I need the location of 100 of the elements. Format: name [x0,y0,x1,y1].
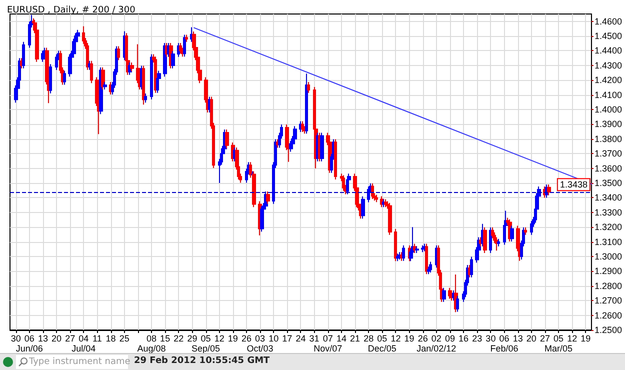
x-tick-label: 19 [404,334,414,344]
y-tick-label: 1.2900 [594,266,622,276]
x-tick-label: 05 [554,334,564,344]
candlestick [181,47,184,58]
x-tick-label: 08 [146,334,156,344]
candlestick [293,126,297,142]
candlestick [103,82,107,90]
candlestick [88,60,91,70]
y-tick-label: 1.3300 [594,207,622,218]
candlestick [442,287,446,302]
candlestick [179,42,182,54]
text: 29 Feb 2012 10:55:45 GMT [134,356,270,366]
candlestick [276,138,279,148]
y-tick-label: 1.4100 [594,90,622,100]
candlestick [448,287,452,300]
y-tick-label: 1.4400 [594,46,622,56]
candlestick [130,62,134,72]
ref-line-label: 1.3438 [560,180,588,190]
y-tick-label: 1.3400 [594,192,622,203]
x-tick-label: 19 [228,334,238,344]
candlestick [400,252,403,262]
y-tick-label: 1.3700 [594,148,622,159]
x-tick-label: 26 [418,334,428,344]
candlestick [86,42,89,70]
x2-tick-label: Jun/06 [16,344,43,354]
candlestick [154,56,157,94]
x-tick-label: 05 [377,334,388,344]
candlestick [303,126,306,134]
chart-title: EURUSD , Daily, # 200 / 300 [7,6,136,16]
x-tick-label: 16 [458,334,469,344]
x2-tick-label: Nov/07 [314,344,342,354]
candlestick [489,226,492,254]
y-tick-label: 1.4600 [594,16,622,26]
x-tick-label: 15 [160,334,170,344]
y-tick-label: 1.4300 [594,60,622,70]
x-tick-label: 09 [444,334,455,344]
candlestick [144,93,147,104]
candlestick [101,66,105,90]
candlestick [177,42,180,58]
candlestick [185,34,188,42]
candlestick [171,50,175,69]
x-tick-label: 13 [38,334,48,344]
candlestick [150,54,153,100]
x2-tick-label: Dec/05 [368,344,396,354]
x-tick-label: 21 [350,334,360,344]
x-tick-label: 27 [65,334,76,344]
x2-tick-label: Oct/03 [246,344,274,354]
x2-tick-label: Feb/06 [490,344,518,354]
candlestick [225,129,229,149]
candlestick [497,238,500,247]
x2-tick-label: Mar/05 [544,344,573,354]
y-tick-label: 1.3800 [594,134,622,144]
x-tick-label: 18 [106,334,116,344]
candlestick [289,140,293,152]
search-field: Type instrument name [16,355,128,369]
x-tick-label: 03 [255,334,266,344]
x-tick-label: 11 [92,334,102,344]
candlestick [305,73,308,134]
y-tick-label: 1.3600 [594,163,622,174]
candlestick [491,226,494,239]
y-tick-label: 1.2800 [594,280,622,291]
candlestick [320,132,324,162]
candlestick [483,226,487,254]
x-tick-label: 27 [540,334,550,344]
x-tick-label: 05 [200,334,211,344]
x-tick-label: 06 [499,334,510,344]
x-tick-label: 30 [486,334,496,344]
candlestick [301,120,304,133]
x-tick-label: 04 [78,334,89,344]
candlestick [375,194,378,203]
x-tick-label: 20 [526,334,536,344]
x-tick-label: 26 [241,334,252,344]
y-tick-label: 1.4000 [594,104,622,115]
x-tick-label: 12 [390,334,401,344]
y-tick-label: 1.2700 [594,296,622,306]
y-tick-label: 1.4500 [594,31,622,42]
candlestick [266,191,270,204]
candlestick [334,138,337,180]
y-tick-label: 1.2600 [594,310,622,320]
x-tick-label: 02 [431,334,442,344]
candlestick [63,70,66,86]
candlestick [398,252,401,260]
x-tick-label: 24 [296,334,306,344]
x-tick-label: 20 [52,334,62,344]
candlestick [307,82,310,94]
y-tick-label: 1.3000 [594,252,622,262]
x2-tick-label: Jul/04 [72,344,96,354]
y-tick-label: 1.3500 [594,178,622,188]
x2-tick-label: Jan/02/12 [416,344,456,354]
x-tick-label: 13 [512,334,523,344]
x-tick-label: 22 [174,334,184,344]
x-tick-label: 07 [322,334,333,344]
candlestick [530,220,533,236]
candlestick [524,226,527,236]
candlestick [22,41,25,69]
candlestick [367,186,370,203]
x-tick-label: 29 [187,334,198,344]
candlestick [510,225,514,242]
x-tick-label: 12 [214,334,224,344]
x-tick-label: 14 [336,334,346,344]
